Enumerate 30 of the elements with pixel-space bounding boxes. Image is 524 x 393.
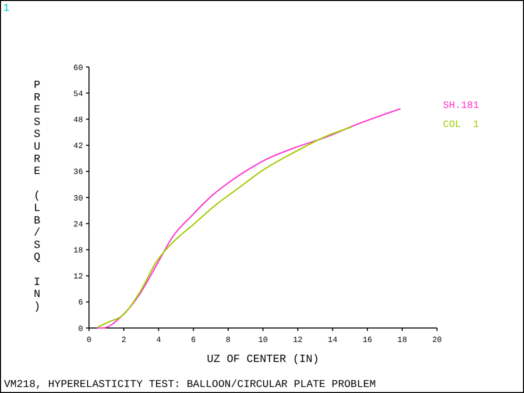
line-series [96,108,402,329]
x-tick-label: 16 [362,336,372,345]
y-tick-label: 6 [78,298,84,308]
x-tick-label: 4 [156,336,162,345]
y-tick-label: 18 [73,246,84,256]
x-tick-label: 6 [190,336,196,345]
y-tick-label: 30 [73,194,84,204]
x-tick-label: 10 [258,336,268,345]
y-tick-label: 42 [73,142,84,152]
text: SH.181 [443,101,480,112]
text: VM218, HYPERELASTICITY TEST: BALLOON/CIRCULAR PLATE PROBLEM [4,379,376,391]
x-tick-label: 18 [397,336,408,345]
x-tick-label: 0 [86,336,92,345]
y-tick-label: 54 [73,90,84,99]
x-tick-label: 14 [328,336,338,345]
x-tick-label: 8 [226,336,231,345]
x-axis-title: UZ OF CENTER (IN) [206,354,320,366]
text: COL 1 [443,120,480,131]
x-tick-label: 2 [121,336,126,345]
line-series [97,126,352,328]
text: PRESSURE (LB/SQ IN) [34,80,40,314]
y-tick-label: 24 [73,220,84,230]
y-tick-label: 36 [73,168,84,178]
x-tick-label: 20 [432,336,442,345]
y-tick-label: 60 [73,64,84,73]
y-tick-label: 12 [73,272,84,282]
x-tick-label: 12 [292,336,303,345]
text: 1 [3,3,10,15]
y-tick-label: 0 [78,324,84,334]
y-tick-label: 48 [73,116,84,125]
